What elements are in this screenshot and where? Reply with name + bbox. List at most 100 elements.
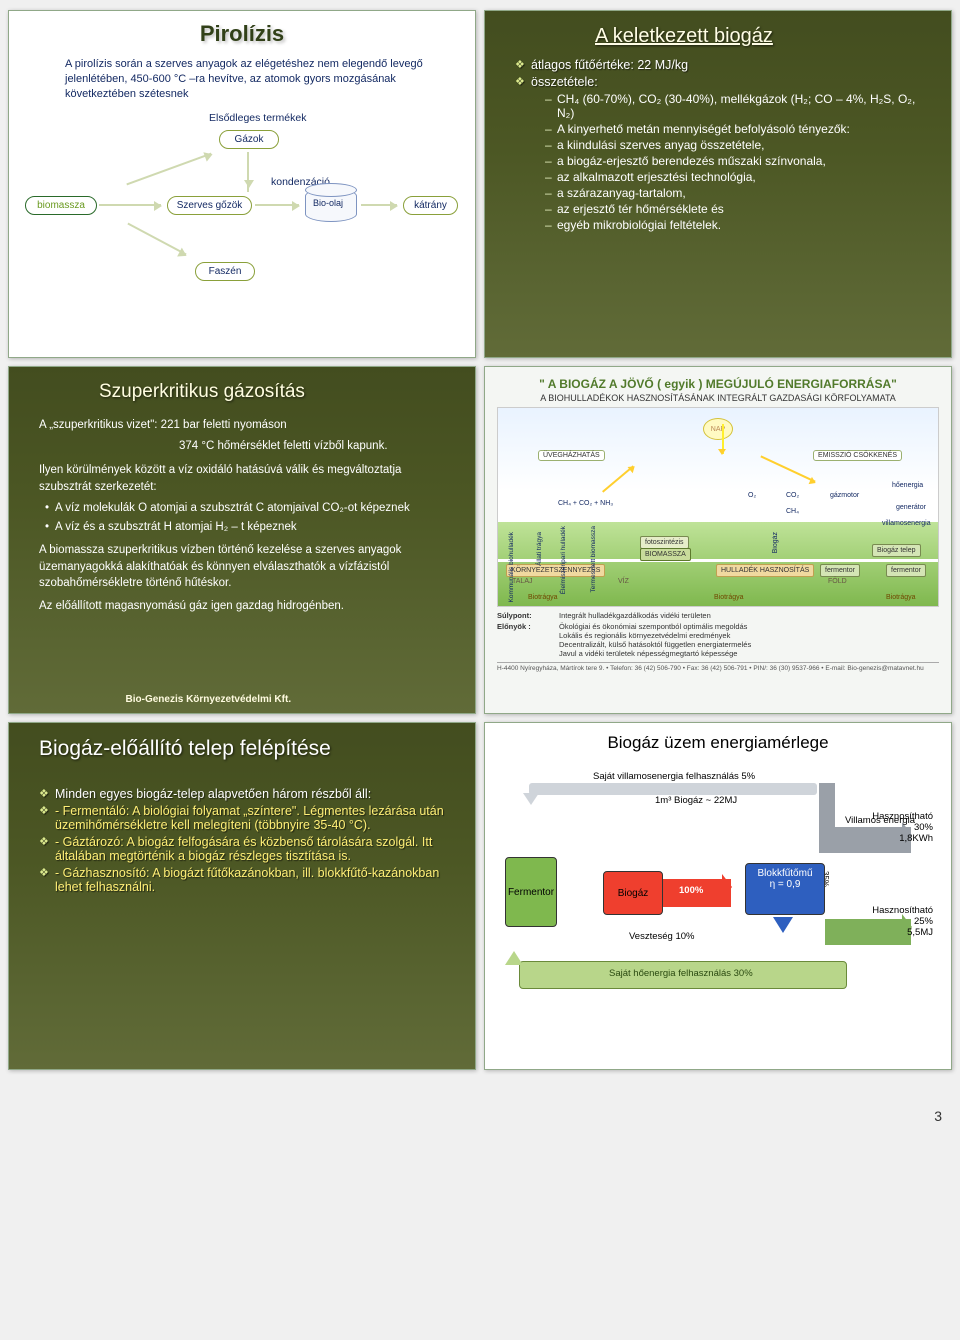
body: A „szuperkritikus vizet": 221 bar felett… [39, 417, 453, 615]
box-emisszio: EMISSZIÓ CSÖKKENÉS [813, 450, 902, 461]
slide-title: Biogáz üzem energiamérlege [499, 733, 937, 753]
loss-triangle [773, 917, 793, 933]
bar-vill-recirc [529, 783, 817, 795]
lbl: hőenergia [892, 482, 923, 489]
ft-line: Ökológiai és ökonómiai szempontból optim… [559, 622, 939, 631]
box-faszen: Faszén [195, 262, 255, 281]
slide-title: Szuperkritikus gázosítás [99, 381, 453, 403]
recirc-arrowhead [505, 951, 523, 965]
slide-title: Pirolízis [9, 21, 475, 47]
sub-item: az erjesztő tér hőmérséklete és [545, 202, 929, 216]
arrow-icon [127, 222, 186, 255]
box-biogaz: Biogáz [603, 871, 663, 915]
arrow-icon [247, 152, 249, 192]
output1: Hasznosítható 30% 1,8KWh [872, 811, 933, 844]
arrow-icon [602, 465, 634, 492]
ft-h1: Súlypont: [497, 611, 557, 620]
chart-title: " A BIOGÁZ A JÖVŐ ( egyik ) MEGÚJULÓ ENE… [497, 377, 939, 391]
lbl: TALAJ [512, 578, 533, 585]
lbl: Élelmiszeripari hulladék [560, 526, 567, 594]
label-top: Saját villamosenergia felhasználás 5% [593, 771, 755, 782]
bullet: összetétele: [515, 75, 929, 89]
lbl: FÖLD [828, 578, 847, 585]
bullet-list: Minden egyes biogáz-telep alapvetően hár… [39, 787, 453, 894]
sub-item: a kiindulási szerves anyag összetétele, [545, 138, 929, 152]
lbl: Állati trágya [536, 532, 543, 566]
slide-title: A keletkezett biogáz [595, 25, 929, 48]
sub-item: az alkalmazott erjesztési technológia, [545, 170, 929, 184]
arrow-icon [722, 424, 724, 454]
lbl: CH₄ [786, 508, 799, 515]
lbl: Biotrágya [886, 594, 916, 601]
lbl: gázmotor [830, 492, 859, 499]
slide-keletkezett-biogaz: A keletkezett biogáz átlagos fűtőértéke:… [484, 10, 952, 358]
label-bioolaj: Bio-olaj [313, 198, 343, 208]
lbl: generátor [896, 504, 926, 511]
box-uveghaz: ÜVEGHÁZHATÁS [538, 450, 605, 461]
slide-pirolizis: Pirolízis A pirolízis során a szerves an… [8, 10, 476, 358]
ft-line: Decentralizált, külső hatásoktól függetl… [559, 640, 939, 649]
sub-item: CH₄ (60-70%), CO₂ (30-40%), mellékgázok … [545, 92, 929, 120]
lbl: Saját hőenergia felhasználás 30% [609, 968, 753, 979]
lbl: 100% [679, 885, 703, 896]
box-biogaztelep: Biogáz telep [872, 544, 921, 557]
lbl: 1,8KWh [872, 833, 933, 844]
bullet: - Gáztározó: A biogáz felfogására és köz… [39, 835, 453, 863]
lbl: 25% [872, 916, 933, 927]
footer-table: Súlypont: Integrált hulladékgazdálkodás … [497, 611, 939, 658]
ft-v1: Integrált hulladékgazdálkodás vidéki ter… [559, 611, 939, 620]
point-list: A víz molekulák O atomjai a szubsztrát C… [45, 500, 453, 536]
box-szerves: Szerves gőzök [167, 196, 252, 215]
chart-subtitle: A BIOHULLADÉKOK HASZNOSÍTÁSÁNAK INTEGRÁL… [497, 393, 939, 403]
lbl: CH₄ + CO₂ + NH₃ [558, 500, 613, 507]
box-ferm2: fermentor [886, 564, 926, 577]
bullet: átlagos fűtőértéke: 22 MJ/kg [515, 58, 929, 72]
para: A „szuperkritikus vizet": 221 bar felett… [39, 417, 453, 434]
intro-text: A pirolízis során a szerves anyagok az e… [9, 47, 475, 106]
bullet: - Fermentáló: A biológiai folyamat „szín… [39, 804, 453, 832]
lbl: η = 0,9 [752, 879, 818, 890]
para: Ilyen körülmények között a víz oxidáló h… [39, 462, 453, 495]
lbl: CO₂ [786, 492, 799, 499]
lbl: Hasznosítható [872, 905, 933, 916]
lbl: Biotrágya [714, 594, 744, 601]
lbl: Biogáz [772, 532, 779, 553]
pyrolysis-diagram: Elsődleges termékek Gázok kondenzáció bi… [9, 112, 475, 312]
lbl: Biotrágya [528, 594, 558, 601]
lbl: Blokkfűtőmű [752, 868, 818, 879]
sub-item: a szárazanyag-tartalom, [545, 186, 929, 200]
para: Az előállított magasnyomású gáz igen gaz… [39, 598, 453, 615]
arrow-icon [99, 204, 161, 206]
bullet-list: átlagos fűtőértéke: 22 MJ/kg összetétele… [515, 58, 929, 89]
box-fermentor: Fermentor [505, 857, 557, 927]
box-ferm: fermentor [820, 564, 860, 577]
lbl: 30% [872, 822, 933, 833]
point: A víz molekulák O atomjai a szubsztrát C… [45, 500, 453, 517]
arrow-icon [760, 455, 815, 482]
slide-biogaz-jovo: " A BIOGÁZ A JÖVŐ ( egyik ) MEGÚJULÓ ENE… [484, 366, 952, 714]
lbl: Kommunális biohulladék [508, 532, 515, 602]
box-biomassza: BIOMASSZA [640, 548, 691, 561]
lbl: villamosenergia [882, 520, 931, 527]
sun-icon: NAP [703, 418, 733, 440]
arrow-icon [361, 204, 397, 206]
infographic-canvas: NAP ÜVEGHÁZHATÁS EMISSZIÓ CSÖKKENÉS CH₄ … [497, 407, 939, 607]
ft-line: Javul a vidéki területek népességmegtart… [559, 649, 939, 658]
label-primary: Elsődleges termékek [209, 112, 306, 124]
recirc-arrowhead-top [523, 793, 539, 805]
box-biomass: biomassza [25, 196, 97, 215]
slide-title: Biogáz-előállító telep felépítése [39, 737, 453, 761]
sub-item: A kinyerhető metán mennyiségét befolyáso… [545, 122, 929, 136]
bullet: - Gázhasznosító: A biogázt fűtőkazánokba… [39, 866, 453, 894]
lbl: VÍZ [618, 578, 629, 585]
page-number: 3 [8, 1078, 952, 1124]
box-katrany: kátrány [403, 196, 458, 215]
box-blokk: Blokkfűtőmű η = 0,9 [745, 863, 825, 915]
arrow-icon [126, 152, 211, 185]
point: A víz és a szubsztrát H atomjai H₂ – t k… [45, 519, 453, 536]
sub-item: a biogáz-erjesztő berendezés műszaki szí… [545, 154, 929, 168]
para: 374 °C hőmérséklet feletti vízből kapunk… [179, 438, 453, 455]
ft-h2: Előnyök : [497, 622, 557, 658]
bullet: Minden egyes biogáz-telep alapvetően hár… [39, 787, 453, 801]
micro-footer: H-4400 Nyíregyháza, Mártírok tere 9. • T… [497, 662, 939, 672]
